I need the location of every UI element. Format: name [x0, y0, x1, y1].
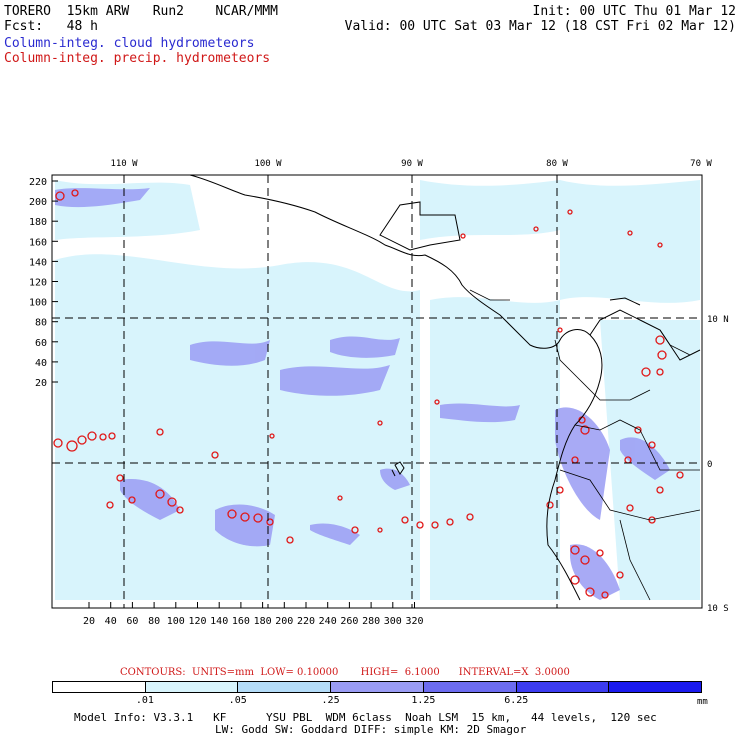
color-bar-label: .25: [321, 695, 340, 706]
x-tick-label: 300: [384, 616, 402, 627]
model-info: Model Info: V3.3.1 KF YSU PBL WDM 6class…: [74, 711, 657, 724]
y-tick-label: 180: [29, 217, 47, 228]
x-tick-label: 60: [126, 616, 138, 627]
country-borders: [469, 289, 701, 601]
color-bar-label: 6.25: [504, 695, 529, 706]
legend-cloud: Column-integ. cloud hydrometeors: [4, 36, 255, 51]
color-bar-segment: [516, 682, 610, 692]
color-bar-segment: [238, 682, 332, 692]
y-tick-label: 220: [29, 177, 47, 188]
legend-precip: Column-integ. precip. hydrometeors: [4, 51, 271, 66]
lon-label: 80 W: [546, 159, 568, 169]
y-tick-label: 140: [29, 257, 47, 268]
valid-time: Valid: 00 UTC Sat 03 Mar 12 (18 CST Fri …: [344, 19, 736, 34]
x-tick-label: 80: [148, 616, 160, 627]
init-time: Init: 00 UTC Thu 01 Mar 12: [532, 4, 737, 19]
color-bar-unit: mm: [697, 697, 708, 707]
lat-label: 0: [707, 460, 712, 470]
forecast-hour: Fcst: 48 h: [4, 19, 98, 34]
lon-labels: 110 W 100 W 90 W 80 W 70 W: [110, 159, 712, 169]
x-tick-label: 240: [319, 616, 337, 627]
color-bar-segment: [145, 682, 239, 692]
color-bar-segment: [331, 682, 424, 692]
x-tick-label: 100: [167, 616, 185, 627]
y-tick-label: 60: [35, 338, 47, 349]
y-tick-label: 160: [29, 237, 47, 248]
color-bar-label: .01: [135, 695, 154, 706]
y-tick-label: 20: [35, 378, 47, 389]
color-bar-segment: [53, 682, 146, 692]
map-frame: [51, 174, 703, 609]
model-title: TORERO 15km ARW Run2 NCAR/MMM: [4, 4, 278, 19]
color-bar: [52, 681, 702, 693]
y-tick-label: 80: [35, 318, 47, 329]
physics-info: LW: Godd SW: Goddard DIFF: simple KM: 2D…: [215, 723, 527, 736]
latlon-grid: [52, 175, 702, 608]
x-tick-label: 20: [83, 616, 95, 627]
y-tick-label: 40: [35, 358, 47, 369]
contours-info: CONTOURS: UNITS=mm LOW= 0.10000 HIGH= 6.…: [120, 667, 570, 678]
coastlines: [189, 175, 701, 601]
lon-label: 90 W: [401, 159, 423, 169]
x-tick-label: 40: [105, 616, 117, 627]
shading-layer: [53, 180, 700, 600]
mid-cloud-shading: [55, 188, 670, 600]
y-tick-label: 100: [29, 298, 47, 309]
lon-label: 70 W: [690, 159, 712, 169]
x-tick-label: 180: [254, 616, 272, 627]
x-tick-label: 320: [405, 616, 423, 627]
y-tick-label: 120: [29, 278, 47, 289]
x-tick-label: 120: [188, 616, 206, 627]
x-tick-label: 200: [275, 616, 293, 627]
x-tick-label: 140: [210, 616, 228, 627]
color-bar-label: 1.25: [411, 695, 436, 706]
y-tick-labels: 220 200 180 160 140 120 100 80 60 40 20: [29, 177, 47, 389]
lon-label: 100 W: [254, 159, 282, 169]
x-tick-label: 260: [340, 616, 358, 627]
light-cloud-shading: [55, 180, 700, 600]
y-tick-label: 200: [29, 197, 47, 208]
x-tick-label: 160: [232, 616, 250, 627]
x-tick-labels: 20 40 60 80 100 120 140 160 180 200 220 240 260 280 30…: [83, 616, 424, 627]
x-tick-label: 280: [362, 616, 380, 627]
color-bar-label: .05: [228, 695, 247, 706]
lon-label: 110 W: [110, 159, 138, 169]
color-bar-segment: [423, 682, 517, 692]
precip-contours: [53, 189, 684, 599]
lat-label: 10 S: [707, 604, 729, 614]
color-bar-segment: [609, 682, 702, 692]
lat-labels: 10 N 0 10 S: [707, 315, 729, 614]
x-tick-label: 220: [297, 616, 315, 627]
lat-label: 10 N: [707, 315, 729, 325]
